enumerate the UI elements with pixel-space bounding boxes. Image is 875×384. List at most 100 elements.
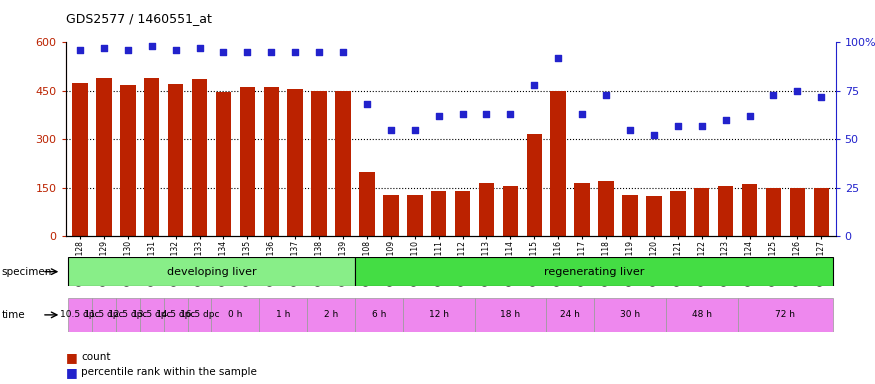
Text: specimen: specimen: [2, 266, 52, 277]
Point: [480, 111, 494, 117]
Point: [192, 45, 206, 51]
Text: GDS2577 / 1460551_at: GDS2577 / 1460551_at: [66, 12, 212, 25]
Text: ■: ■: [66, 351, 77, 364]
Point: [264, 49, 278, 55]
Point: [815, 93, 829, 99]
Bar: [546, 298, 594, 332]
Text: 72 h: 72 h: [775, 310, 795, 319]
Text: developing liver: developing liver: [166, 266, 256, 277]
Text: 24 h: 24 h: [560, 310, 580, 319]
Point: [456, 111, 470, 117]
Text: count: count: [81, 352, 111, 362]
Text: 12 h: 12 h: [429, 310, 449, 319]
Bar: [594, 298, 666, 332]
Point: [599, 91, 613, 98]
Bar: [120, 85, 136, 236]
Point: [695, 122, 709, 129]
Text: 0 h: 0 h: [228, 310, 242, 319]
Point: [169, 47, 183, 53]
Text: time: time: [2, 310, 25, 320]
Bar: [430, 191, 446, 236]
Bar: [383, 195, 399, 236]
Point: [121, 47, 135, 53]
Point: [503, 111, 517, 117]
Bar: [402, 298, 474, 332]
Bar: [212, 298, 259, 332]
Text: 48 h: 48 h: [692, 310, 711, 319]
Bar: [550, 91, 566, 236]
Text: 6 h: 6 h: [372, 310, 386, 319]
Bar: [92, 298, 116, 332]
Point: [790, 88, 804, 94]
Bar: [502, 186, 518, 236]
Bar: [718, 186, 733, 236]
Text: regenerating liver: regenerating liver: [544, 266, 644, 277]
Bar: [263, 87, 279, 236]
Bar: [335, 91, 351, 236]
Bar: [68, 257, 355, 286]
Text: 18 h: 18 h: [500, 310, 521, 319]
Bar: [355, 257, 833, 286]
Point: [73, 47, 87, 53]
Bar: [287, 89, 303, 236]
Point: [216, 49, 230, 55]
Bar: [474, 298, 546, 332]
Bar: [742, 184, 757, 236]
Point: [551, 55, 565, 61]
Bar: [259, 298, 307, 332]
Point: [743, 113, 757, 119]
Point: [384, 126, 398, 132]
Point: [671, 122, 685, 129]
Bar: [407, 195, 423, 236]
Text: 11.5 dpc: 11.5 dpc: [84, 310, 123, 319]
Bar: [240, 87, 256, 236]
Bar: [670, 191, 686, 236]
Bar: [622, 195, 638, 236]
Bar: [666, 298, 738, 332]
Point: [312, 49, 326, 55]
Point: [431, 113, 445, 119]
Bar: [73, 83, 88, 236]
Bar: [738, 298, 833, 332]
Bar: [574, 183, 590, 236]
Point: [575, 111, 589, 117]
Bar: [455, 191, 471, 236]
Bar: [164, 298, 187, 332]
Bar: [359, 172, 374, 236]
Bar: [140, 298, 164, 332]
Point: [144, 43, 158, 49]
Point: [647, 132, 661, 138]
Bar: [144, 78, 159, 236]
Bar: [96, 78, 112, 236]
Text: 10.5 dpc: 10.5 dpc: [60, 310, 100, 319]
Bar: [307, 298, 355, 332]
Point: [97, 45, 111, 51]
Point: [241, 49, 255, 55]
Text: 12.5 dpc: 12.5 dpc: [108, 310, 148, 319]
Bar: [215, 92, 231, 236]
Point: [623, 126, 637, 132]
Bar: [694, 188, 710, 236]
Bar: [168, 84, 184, 236]
Text: 2 h: 2 h: [324, 310, 338, 319]
Point: [528, 82, 542, 88]
Text: percentile rank within the sample: percentile rank within the sample: [81, 367, 257, 377]
Point: [408, 126, 422, 132]
Text: 14.5 dpc: 14.5 dpc: [156, 310, 195, 319]
Text: ■: ■: [66, 366, 77, 379]
Point: [766, 91, 780, 98]
Bar: [598, 180, 614, 236]
Point: [360, 101, 374, 108]
Bar: [355, 298, 402, 332]
Bar: [312, 91, 327, 236]
Text: 30 h: 30 h: [620, 310, 640, 319]
Point: [718, 117, 732, 123]
Text: 13.5 dpc: 13.5 dpc: [132, 310, 172, 319]
Bar: [646, 196, 662, 236]
Bar: [116, 298, 140, 332]
Bar: [766, 188, 781, 236]
Text: 1 h: 1 h: [276, 310, 290, 319]
Bar: [192, 79, 207, 236]
Bar: [814, 188, 829, 236]
Bar: [187, 298, 212, 332]
